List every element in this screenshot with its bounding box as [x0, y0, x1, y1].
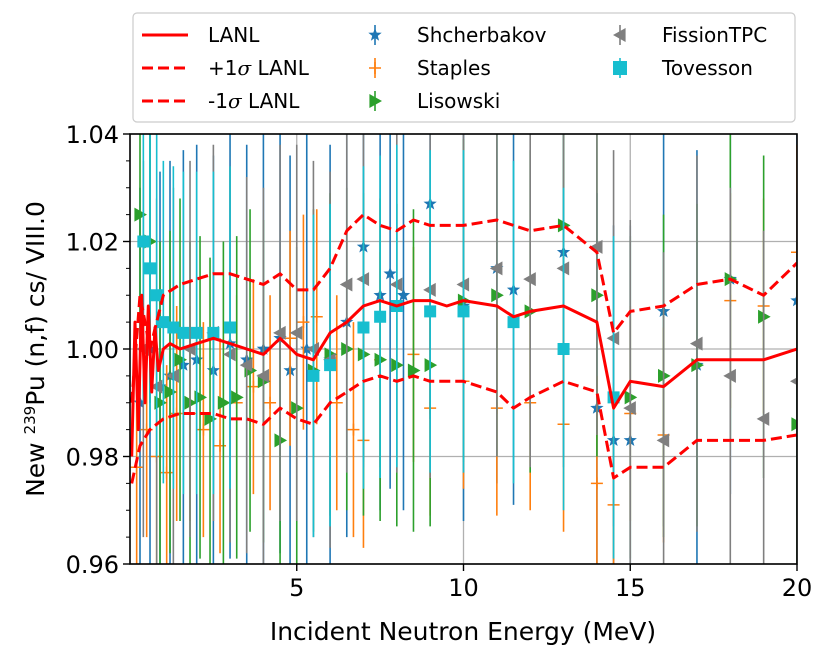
data-point: [307, 369, 320, 382]
data-point: [489, 261, 503, 276]
data-point: [689, 336, 703, 351]
data-point: [590, 477, 603, 490]
x-tick-label: 15: [615, 574, 646, 602]
data-point: [224, 321, 237, 334]
y-axis-label-suffix: Pu (n,f) cs/ VIII.0: [21, 201, 50, 406]
legend-label-prefix: +1: [208, 56, 237, 80]
plot-area: [130, 134, 797, 564]
legend-entries: LANL+1σ LANL-1σ LANLShcherbakovStaplesLi…: [142, 23, 767, 113]
legend-sample-marker: [368, 28, 382, 41]
data-point: [194, 390, 208, 405]
x-tick-label: 10: [448, 574, 479, 602]
legend-label: +1σ LANL: [208, 56, 310, 80]
data-point: [289, 325, 303, 340]
data-point: [656, 433, 670, 448]
data-point: [204, 411, 218, 426]
data-point: [256, 368, 269, 383]
y-tick-label: 0.96: [66, 551, 119, 579]
data-point: [154, 395, 168, 410]
data-point: [790, 377, 797, 386]
y-axis-label-prefix: New: [21, 434, 50, 496]
legend-label-sigma: σ: [228, 89, 243, 113]
data-point: [756, 411, 770, 426]
line--1-lanl: [130, 374, 797, 484]
x-tick-label: 20: [782, 574, 813, 602]
data-point: [207, 326, 220, 339]
plot-content: [130, 134, 797, 564]
legend-label: Tovesson: [661, 56, 753, 80]
data-point: [347, 423, 360, 436]
legend-sample-marker: [369, 94, 382, 108]
data-point: [339, 277, 353, 292]
data-point: [231, 390, 244, 405]
data-point: [723, 368, 736, 383]
legend-label: Shcherbakov: [417, 23, 547, 47]
data-point: [217, 395, 231, 410]
data-point: [589, 239, 603, 254]
legend-label: FissionTPC: [662, 23, 767, 47]
data-point: [324, 359, 337, 372]
data-point: [374, 310, 387, 323]
axes: 5 10 15 20 0.96 0.98 1.00 1.02 1.04: [66, 121, 813, 602]
data-point: [284, 332, 297, 345]
data-point: [264, 396, 277, 409]
data-point: [357, 321, 370, 334]
legend-box: [132, 12, 796, 123]
data-point: [297, 316, 310, 329]
data-point: [791, 246, 797, 259]
series-tovesson: [137, 134, 620, 559]
legend-label-main: LANL: [242, 89, 301, 113]
x-axis-label: Incident Neutron Energy (MeV): [270, 617, 656, 646]
y-axis-label-isotope: 239: [21, 406, 39, 435]
data-point: [790, 293, 797, 307]
data-point: [523, 272, 536, 287]
legend-label-main: LANL: [251, 56, 310, 80]
data-point: [791, 417, 797, 432]
data-point: [557, 343, 570, 355]
data-point: [507, 316, 520, 329]
x-tick-label: 5: [289, 574, 304, 602]
legend: LANL+1σ LANL-1σ LANLShcherbakovStaplesLi…: [132, 12, 796, 123]
data-point: [457, 305, 470, 318]
data-point: [383, 266, 397, 280]
data-point: [407, 363, 421, 378]
legend-sample-marker: [613, 28, 626, 42]
data-point: [239, 358, 253, 373]
data-point: [177, 326, 190, 339]
data-point: [137, 235, 150, 248]
y-tick-label: 0.98: [66, 444, 119, 472]
data-point: [167, 321, 180, 334]
data-point: [164, 385, 178, 399]
data-point: [300, 342, 314, 355]
y-tick-label: 1.04: [66, 121, 119, 149]
legend-label: Staples: [417, 56, 491, 80]
data-point: [150, 289, 163, 302]
legend-sample-marker: [369, 62, 381, 74]
data-point: [424, 305, 437, 318]
data-point: [134, 207, 148, 222]
data-point: [157, 316, 170, 329]
data-point: [396, 288, 411, 301]
data-point: [144, 262, 157, 275]
data-point: [623, 401, 636, 416]
line--1-lanl: [130, 213, 797, 403]
legend-sample-marker: [613, 61, 627, 75]
line-lanl: [130, 293, 797, 457]
y-axis-label: New 239Pu (n,f) cs/ VIII.0: [21, 201, 50, 497]
data-point: [190, 326, 203, 339]
legend-label: Lisowski: [417, 89, 500, 113]
data-point: [174, 352, 188, 367]
y-tick-label: 1.00: [66, 336, 119, 364]
legend-label: -1σ LANL: [208, 89, 300, 113]
y-tick-label: 1.02: [66, 229, 119, 257]
legend-label-sigma: σ: [237, 56, 252, 80]
data-point: [273, 325, 286, 340]
legend-label: LANL: [208, 23, 260, 47]
legend-label-prefix: -1: [208, 89, 228, 113]
